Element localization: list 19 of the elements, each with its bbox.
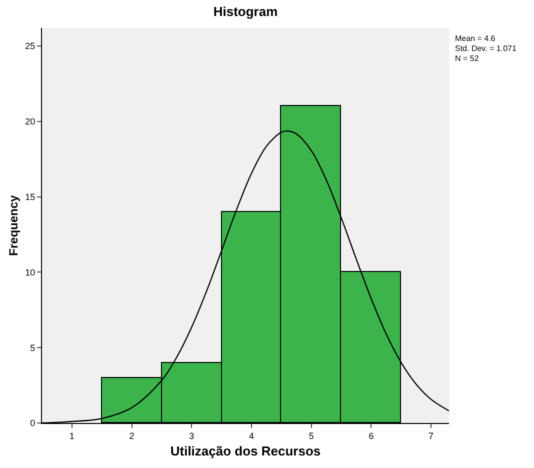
x-axis-title: Utilização dos Recursos bbox=[170, 443, 321, 458]
y-tick-label: 5 bbox=[30, 342, 36, 353]
y-tick-label: 25 bbox=[25, 41, 36, 52]
x-tick-label: 3 bbox=[189, 430, 194, 441]
text: Std. Dev. = 1.071 bbox=[455, 44, 517, 53]
y-axis-title: Frequency bbox=[6, 194, 20, 256]
text: N = 52 bbox=[455, 54, 480, 63]
x-tick-label: 6 bbox=[368, 430, 374, 441]
x-tick-label: 5 bbox=[308, 430, 314, 441]
y-tick-label: 15 bbox=[25, 192, 36, 202]
y-tick-label: 20 bbox=[25, 116, 36, 127]
x-tick-label: 7 bbox=[428, 430, 434, 441]
chart-title: Histogram bbox=[213, 4, 278, 20]
y-tick-label: 10 bbox=[25, 267, 36, 278]
x-tick-label: 1 bbox=[69, 430, 74, 441]
text: Mean = 4.6 bbox=[455, 34, 496, 43]
y-tick-label: 0 bbox=[30, 418, 36, 428]
x-tick-label: 2 bbox=[129, 430, 134, 441]
x-tick-label: 4 bbox=[248, 430, 254, 441]
